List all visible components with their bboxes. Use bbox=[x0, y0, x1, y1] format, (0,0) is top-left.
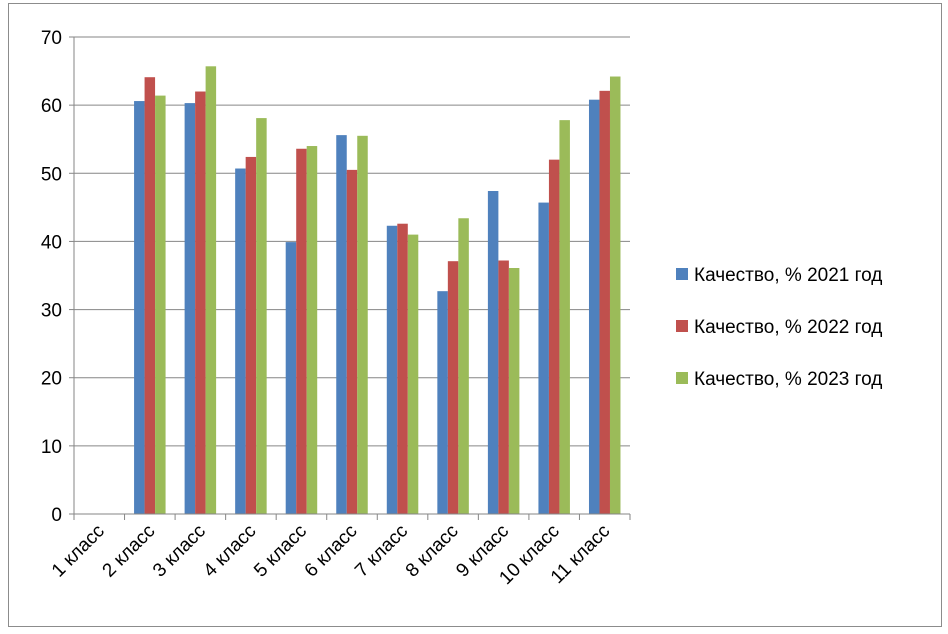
x-tick-label: 4 класс bbox=[200, 521, 261, 582]
x-tick-label: 5 класс bbox=[250, 521, 311, 582]
bar-1-4 bbox=[235, 168, 246, 514]
legend-label: Качество, % 2023 год bbox=[694, 369, 882, 390]
bar-2-11 bbox=[599, 90, 610, 514]
bar-1-3 bbox=[184, 103, 196, 514]
bar-2-4 bbox=[245, 156, 257, 514]
bar-3-7 bbox=[407, 234, 419, 514]
bar-2-2 bbox=[144, 77, 156, 514]
x-tick-label: 7 класс bbox=[351, 521, 412, 582]
y-tick-label: 20 bbox=[41, 369, 62, 390]
bar-2-3 bbox=[195, 91, 206, 514]
bar-2-5 bbox=[296, 148, 307, 515]
bars bbox=[134, 66, 621, 515]
bar-3-5 bbox=[306, 146, 318, 514]
bar-1-2 bbox=[134, 101, 145, 514]
bar-2-9 bbox=[498, 260, 509, 514]
x-tick-label: 1 класс bbox=[48, 521, 109, 582]
bar-1-10 bbox=[538, 202, 549, 514]
bar-1-9 bbox=[487, 191, 499, 514]
y-tick-label: 50 bbox=[41, 164, 62, 185]
x-tick-label: 3 класс bbox=[149, 521, 210, 582]
legend-swatch bbox=[676, 320, 688, 332]
bar-1-5 bbox=[285, 242, 297, 515]
bar-3-4 bbox=[256, 118, 267, 514]
bar-1-11 bbox=[588, 99, 600, 514]
bar-3-2 bbox=[155, 95, 166, 515]
legend: Качество, % 2021 год Качество, % 2022 год… bbox=[676, 265, 882, 390]
bar-3-9 bbox=[508, 268, 520, 514]
bar-2-7 bbox=[397, 223, 408, 514]
bar-1-6 bbox=[336, 135, 347, 514]
legend-label: Качество, % 2022 год bbox=[694, 317, 882, 338]
bar-3-8 bbox=[458, 218, 469, 514]
bar-2-8 bbox=[447, 261, 459, 514]
y-tick-label: 60 bbox=[41, 96, 62, 117]
y-tick-label: 0 bbox=[51, 505, 62, 526]
bar-3-6 bbox=[357, 135, 368, 515]
legend-swatch bbox=[676, 268, 688, 280]
x-tick-label: 6 класс bbox=[301, 521, 362, 582]
axes bbox=[69, 36, 631, 520]
bar-1-8 bbox=[437, 291, 448, 514]
bar-2-6 bbox=[346, 169, 358, 514]
y-tick-label: 10 bbox=[41, 437, 62, 458]
bar-3-10 bbox=[559, 120, 570, 515]
legend-swatch bbox=[676, 372, 688, 384]
y-tick-labels: 0 10 20 30 40 50 60 70 bbox=[41, 28, 62, 526]
legend-label: Качество, % 2021 год bbox=[694, 265, 882, 286]
bar-1-7 bbox=[386, 225, 398, 514]
x-tick-label: 2 класс bbox=[99, 521, 160, 582]
y-tick-label: 40 bbox=[41, 232, 62, 253]
bar-3-3 bbox=[205, 66, 217, 515]
x-tick-label: 8 класс bbox=[402, 521, 463, 582]
bar-3-11 bbox=[609, 76, 621, 514]
bar-2-10 bbox=[548, 159, 560, 514]
y-tick-label: 30 bbox=[41, 301, 62, 322]
y-tick-label: 70 bbox=[41, 28, 62, 49]
